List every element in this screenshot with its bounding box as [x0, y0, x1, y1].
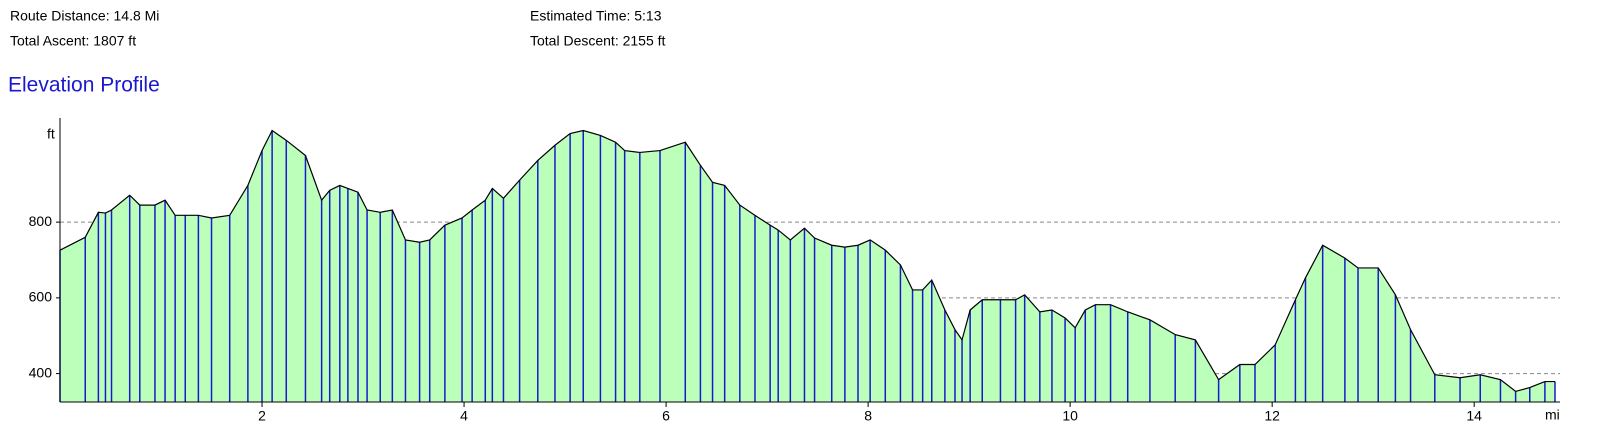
x-tick-label: 8	[864, 408, 872, 424]
y-unit: ft	[47, 126, 55, 142]
stat-text: Estimated Time: 5:13	[530, 8, 662, 24]
stat-text: Route Distance: 14.8 Mi	[10, 8, 159, 24]
x-tick-label: 2	[258, 408, 266, 424]
elevation-line	[59, 129, 1555, 393]
elevation-area	[60, 130, 1555, 402]
x-tick-label: 6	[662, 408, 670, 424]
chart-title: Elevation Profile	[8, 74, 160, 97]
x-unit: mi	[1545, 407, 1560, 423]
stat-text: Total Ascent: 1807 ft	[10, 33, 136, 49]
x-tick-label: 12	[1264, 408, 1280, 424]
stat-text: Total Descent: 2155 ft	[530, 33, 666, 49]
x-tick-label: 4	[460, 408, 468, 424]
x-tick-label: 14	[1466, 408, 1482, 424]
y-tick-label: 600	[29, 289, 53, 305]
x-tick-label: 10	[1062, 408, 1078, 424]
y-tick-label: 800	[29, 213, 53, 229]
y-tick-label: 400	[29, 364, 53, 380]
